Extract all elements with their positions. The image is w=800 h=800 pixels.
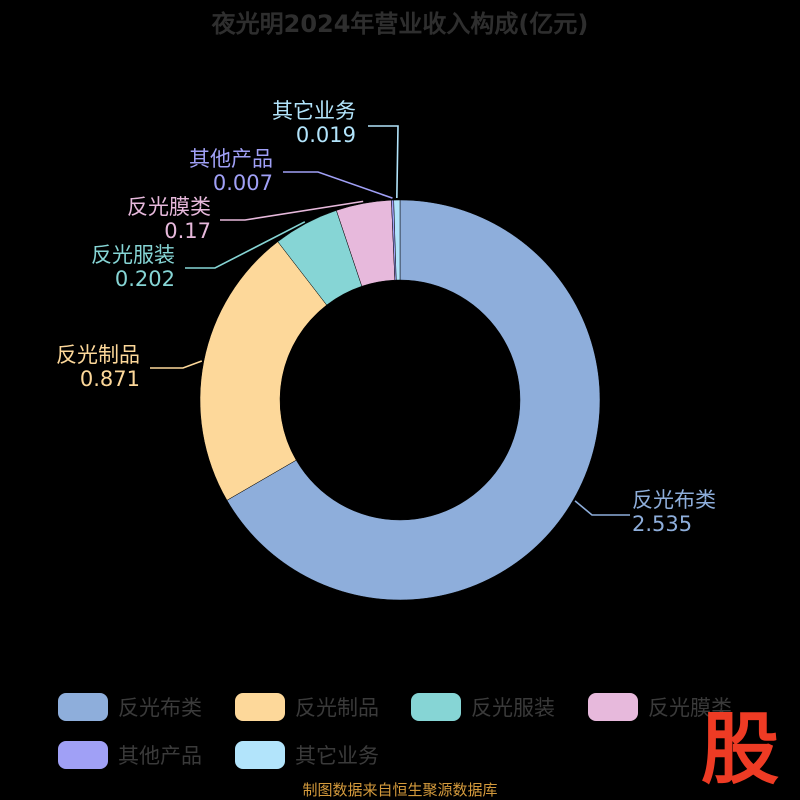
legend-swatch	[58, 693, 108, 721]
slice-label-name: 反光服装	[91, 243, 175, 267]
slice-label-value: 0.17	[164, 219, 211, 243]
leader-line-3	[185, 221, 306, 269]
legend-item: 反光膜类	[588, 693, 732, 721]
watermark-logo: 股	[701, 705, 779, 795]
legend-label: 反光制品	[295, 696, 379, 720]
legend-item: 反光服装	[411, 693, 555, 721]
legend-swatch	[411, 693, 461, 721]
leader-line-1	[574, 500, 630, 516]
slice-label-value: 0.202	[115, 267, 175, 291]
slice-label-value: 2.535	[632, 512, 692, 536]
legend-swatch	[588, 693, 638, 721]
slice-label-name: 其他产品	[189, 147, 273, 171]
leader-line-6	[368, 125, 399, 199]
chart-title: 夜光明2024年营业收入构成(亿元)	[211, 10, 589, 38]
legend-item: 反光制品	[235, 693, 379, 721]
leader-line-2	[150, 360, 203, 369]
legend-swatch	[235, 741, 285, 769]
legend-label: 其它业务	[295, 744, 379, 768]
leader-line-5	[283, 171, 393, 199]
leader-lines	[150, 125, 630, 516]
donut-slices	[199, 199, 601, 601]
slice-label-name: 反光布类	[632, 488, 716, 512]
slice-label-name: 反光制品	[56, 343, 140, 367]
legend-label: 反光膜类	[648, 696, 732, 720]
slice-label-name: 反光膜类	[127, 195, 211, 219]
slice-2	[199, 241, 328, 501]
slice-labels: 反光布类2.535反光制品0.871反光服装0.202反光膜类0.17其他产品0…	[56, 99, 716, 536]
leader-line-4	[220, 200, 364, 221]
legend-label: 反光服装	[471, 696, 555, 720]
slice-label-value: 0.007	[213, 171, 273, 195]
legend-label: 反光布类	[118, 696, 202, 720]
slice-label-name: 其它业务	[272, 99, 356, 123]
legend-swatch	[235, 693, 285, 721]
legend-item: 其他产品	[58, 741, 202, 769]
slice-6	[393, 199, 401, 281]
slice-label-value: 0.019	[296, 123, 356, 147]
legend-item: 其它业务	[235, 741, 379, 769]
legend-item: 反光布类	[58, 693, 202, 721]
slice-1	[226, 199, 601, 601]
legend-label: 其他产品	[118, 744, 202, 768]
legend-swatch	[58, 741, 108, 769]
slice-label-value: 0.871	[80, 367, 140, 391]
source-note: 制图数据来自恒生聚源数据库	[302, 781, 497, 799]
